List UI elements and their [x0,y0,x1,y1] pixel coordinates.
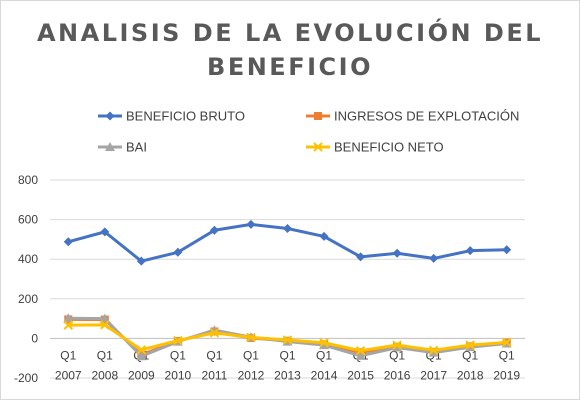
legend-marker [105,111,115,121]
x-tick-year: 2017 [420,368,447,382]
series-1 [63,219,512,266]
data-point [392,340,402,350]
data-point [392,248,402,258]
x-tick-quarter: Q1 [462,348,478,362]
data-point [63,313,74,323]
series-group [63,219,512,361]
data-point [465,340,475,350]
y-tick-label: 800 [18,173,38,187]
data-point [63,320,73,330]
data-point [428,347,439,357]
x-tick-year: 2018 [457,368,484,382]
data-point [319,338,329,348]
data-point [429,253,439,263]
data-point [392,342,403,352]
legend-item: BENEFICIO BRUTO [98,109,245,124]
data-point [319,231,329,241]
legend-marker [105,142,115,151]
data-point [502,337,512,348]
data-point [246,219,256,229]
legend-label: INGRESOS DE EXPLOTACIÓN [334,109,519,124]
x-tick-quarter: Q1 [316,348,332,362]
y-tick-label: 0 [31,331,38,345]
x-tick-year: 2013 [274,368,301,382]
data-point [282,335,293,345]
data-point [173,335,183,346]
data-point [100,320,110,330]
x-tick-year: 2011 [202,368,228,382]
y-tick-label: 400 [18,252,38,266]
x-tick-quarter: Q1 [243,348,259,362]
data-point [136,345,147,355]
chart-title-line-2: BENEFICIO [207,53,373,81]
x-tick-year: 2007 [55,368,82,382]
y-axis: -200 0 200 400 600 800 [14,173,38,385]
x-tick-year: 2014 [311,368,338,382]
legend-label: BENEFICIO BRUTO [126,109,245,124]
legend-item: INGRESOS DE EXPLOTACIÓN [306,109,519,124]
legend-item: BENEFICIO NETO [306,140,444,155]
data-point [209,328,220,338]
x-tick-year: 2015 [347,368,374,382]
data-point [465,246,475,256]
legend-label: BAI [126,140,147,155]
x-tick-year: 2012 [238,368,265,382]
x-tick-year: 2010 [165,368,192,382]
data-point [428,345,439,355]
data-point [355,345,366,356]
data-point [355,350,366,360]
y-tick-label: -200 [14,371,38,385]
data-point [356,252,366,262]
data-point [136,351,147,361]
legend-label: BENEFICIO NETO [334,140,444,155]
data-point [136,256,146,266]
data-point [319,340,330,350]
x-tick-quarter: Q1 [60,348,76,362]
x-tick-quarter: Q1 [97,348,113,362]
x-tick-quarter: Q1 [279,348,295,362]
x-tick-year: 2016 [384,368,411,382]
data-point [246,332,256,343]
y-tick-label: 600 [18,213,38,227]
x-tick-quarter: Q1 [389,348,405,362]
x-tick-year: 2009 [128,368,155,382]
x-tick-quarter: Q1 [206,348,222,362]
data-point [100,227,110,237]
x-tick-quarter: Q1 [499,348,515,362]
data-point [502,245,512,255]
data-point [209,225,219,235]
data-point [99,313,110,323]
data-point [283,224,292,234]
legend-marker [314,112,322,120]
legend-marker [313,142,323,152]
series-4 [63,320,512,356]
x-axis: Q1 2007 Q1 2008 Q1 2009 Q1 2010 Q1 2011 Q1 2012 Q1 20… [55,348,520,382]
x-tick-year: 2008 [91,368,118,382]
chart-title-line-1: ANALISIS DE LA EVOLUCIÓN DEL [36,19,544,47]
legend-item: BAI [98,140,147,155]
chart-title: ANALISIS DE LA EVOLUCIÓN DEL BENEFICIO [0,16,580,84]
y-tick-label: 200 [18,292,38,306]
data-point [63,237,73,247]
x-tick-year: 2019 [493,368,520,382]
x-tick-quarter: Q1 [170,348,186,362]
legend: BENEFICIO BRUTO INGRESOS DE EXPLOTACIÓN BA… [98,109,519,155]
data-point [173,247,183,257]
